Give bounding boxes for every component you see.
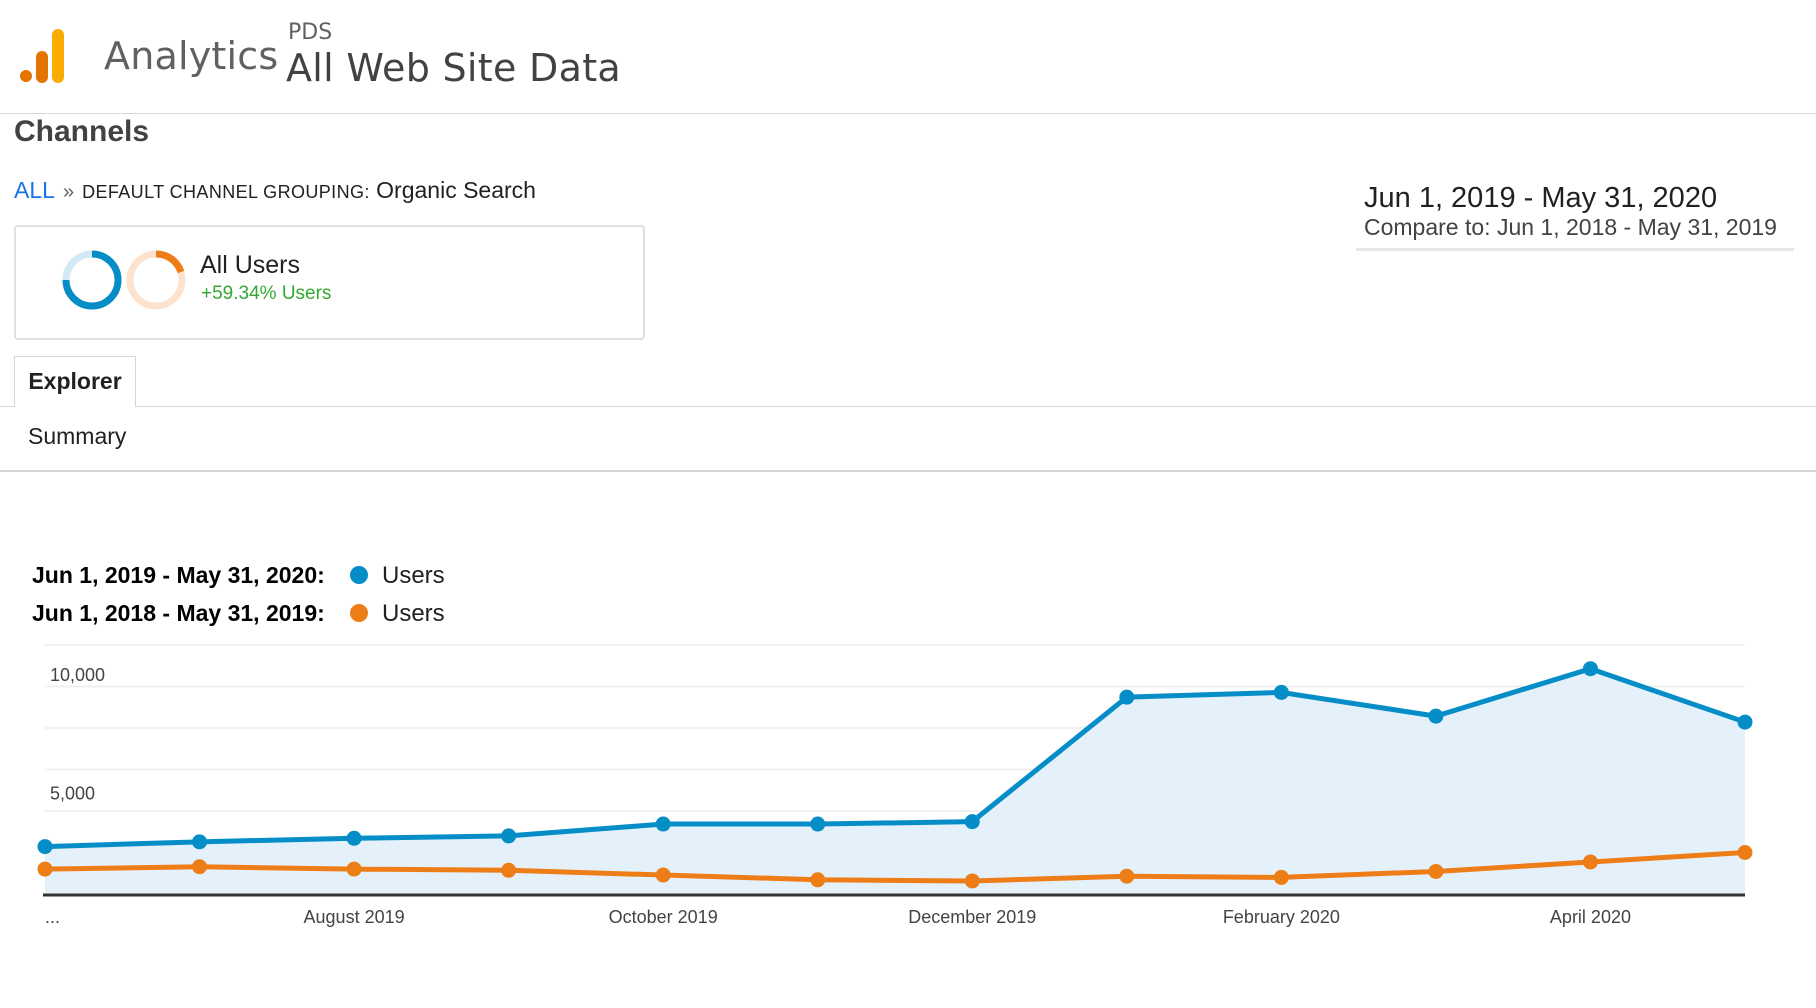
data-point-previous[interactable] bbox=[1273, 869, 1289, 885]
data-point-current[interactable] bbox=[1273, 684, 1289, 700]
x-axis-tick-label: April 2020 bbox=[1550, 907, 1631, 927]
breadcrumb-dimension: DEFAULT CHANNEL GROUPING: bbox=[82, 182, 370, 202]
data-point-previous[interactable] bbox=[964, 873, 980, 889]
app-name: Analytics bbox=[104, 34, 279, 78]
legend-period-previous: Jun 1, 2018 - May 31, 2019: bbox=[32, 600, 325, 626]
segment-delta: +59.34% Users bbox=[201, 283, 332, 304]
x-axis-tick-label: December 2019 bbox=[908, 907, 1036, 927]
breadcrumb-separator: » bbox=[62, 181, 75, 203]
data-point-current[interactable] bbox=[192, 834, 208, 850]
data-point-current[interactable] bbox=[1737, 714, 1753, 730]
breadcrumb-value: Organic Search bbox=[376, 177, 536, 203]
segment-name: All Users bbox=[200, 251, 301, 279]
legend-row-current: Jun 1, 2019 - May 31, 2020: Users bbox=[32, 562, 445, 600]
data-point-current[interactable] bbox=[655, 816, 671, 832]
legend-dot-previous bbox=[350, 604, 368, 622]
y-axis-tick-label: 5,000 bbox=[50, 783, 95, 803]
data-point-previous[interactable] bbox=[346, 861, 362, 877]
breadcrumb-all-link[interactable]: ALL bbox=[14, 177, 55, 203]
legend-period-current: Jun 1, 2019 - May 31, 2020: bbox=[32, 562, 325, 588]
data-point-previous[interactable] bbox=[655, 867, 671, 883]
x-axis-tick-label: August 2019 bbox=[304, 907, 405, 927]
legend-row-previous: Jun 1, 2018 - May 31, 2019: Users bbox=[32, 600, 445, 638]
data-point-current[interactable] bbox=[810, 816, 826, 832]
legend-metric-current[interactable]: Users bbox=[382, 562, 445, 589]
x-axis-tick-label: October 2019 bbox=[609, 907, 718, 927]
data-point-previous[interactable] bbox=[37, 861, 53, 877]
chart-legend: Jun 1, 2019 - May 31, 2020: Users Jun 1, … bbox=[32, 562, 445, 638]
chart-area-current bbox=[45, 668, 1745, 894]
series-line-current[interactable] bbox=[44, 666, 1746, 850]
property-view-name[interactable]: All Web Site Data bbox=[286, 46, 621, 90]
date-range-main[interactable]: Jun 1, 2019 - May 31, 2020 bbox=[1364, 182, 1718, 214]
tab-explorer[interactable]: Explorer bbox=[14, 356, 136, 407]
users-line-chart[interactable]: 10,000 5,000... August 2019 October 2019 Dec… bbox=[0, 640, 1816, 940]
legend-dot-current bbox=[350, 566, 368, 584]
data-point-previous[interactable] bbox=[1119, 868, 1135, 884]
page-title: Channels bbox=[14, 115, 150, 148]
subtab-summary[interactable]: Summary bbox=[28, 423, 127, 449]
y-axis-tick-label: 10,000 bbox=[50, 665, 105, 685]
subtab-divider bbox=[0, 470, 1816, 472]
data-point-current[interactable] bbox=[37, 839, 53, 855]
breadcrumb: ALL » DEFAULT CHANNEL GROUPING: Organic Se… bbox=[14, 177, 536, 204]
segment-current-ring-icon bbox=[62, 250, 122, 310]
data-point-current[interactable] bbox=[501, 828, 517, 844]
data-point-current[interactable] bbox=[346, 830, 362, 846]
legend-metric-previous[interactable]: Users bbox=[382, 600, 445, 627]
tab-divider bbox=[0, 406, 1816, 407]
data-point-previous[interactable] bbox=[1582, 854, 1598, 870]
x-axis-tick-label: February 2020 bbox=[1223, 907, 1340, 927]
data-point-previous[interactable] bbox=[501, 862, 517, 878]
date-range-compare[interactable]: Compare to: Jun 1, 2018 - May 31, 2019 bbox=[1364, 214, 1777, 240]
data-point-previous[interactable] bbox=[1428, 863, 1444, 879]
series-line-previous[interactable] bbox=[44, 850, 1746, 884]
x-axis-tick-label: ... bbox=[45, 907, 60, 927]
account-name[interactable]: PDS bbox=[288, 20, 333, 45]
data-point-current[interactable] bbox=[1119, 689, 1135, 705]
data-point-current[interactable] bbox=[964, 814, 980, 830]
data-point-current[interactable] bbox=[1428, 708, 1444, 724]
data-point-previous[interactable] bbox=[810, 872, 826, 888]
segment-comparison-ring-icon bbox=[126, 250, 186, 310]
data-point-current[interactable] bbox=[1582, 661, 1598, 677]
segment-selector[interactable]: All Users +59.34% Users bbox=[14, 225, 645, 340]
app-header: Analytics PDS All Web Site Data bbox=[0, 0, 1816, 114]
analytics-logo-icon[interactable] bbox=[20, 26, 70, 86]
data-point-previous[interactable] bbox=[192, 859, 208, 875]
date-range-picker[interactable]: Jun 1, 2019 - May 31, 2020 Compare to: J… bbox=[1356, 178, 1794, 251]
data-point-previous[interactable] bbox=[1737, 845, 1753, 860]
